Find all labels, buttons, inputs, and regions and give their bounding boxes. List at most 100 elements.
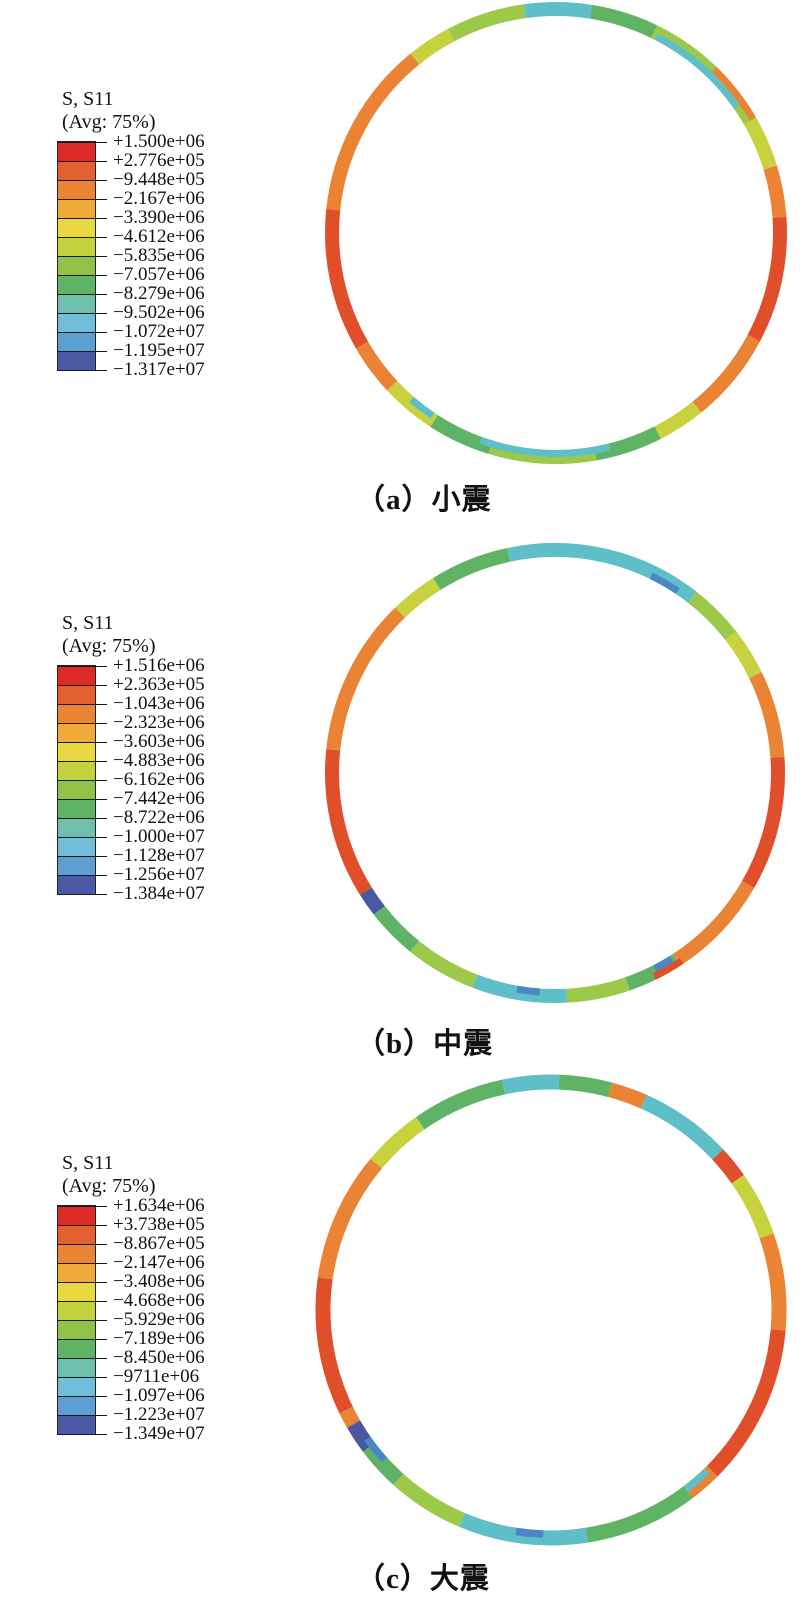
- ring-segment: [325, 208, 369, 349]
- ring-segment: [558, 1074, 612, 1098]
- ring-segment: [415, 1079, 506, 1130]
- legend-tick: [58, 1396, 107, 1397]
- legend-tick: [58, 666, 107, 667]
- legend-labels: +1.634e+06 +3.738e+05 −8.867e+05 −2.147e+06…: [58, 1195, 258, 1444]
- legend-color-cell: [58, 313, 95, 332]
- legend-subtitle: (Avg: 75%): [62, 635, 156, 657]
- legend-color-bar: [57, 1205, 96, 1435]
- legend-value-label: −1.128e+07: [113, 845, 205, 866]
- legend-value-label: −9.502e+06: [113, 302, 205, 323]
- ring-segment: [589, 4, 658, 39]
- ring-segment: [712, 1149, 744, 1184]
- legend-value-label: +1.516e+06: [113, 655, 205, 676]
- legend-tick: [58, 1282, 107, 1283]
- legend-value-label: −2.147e+06: [113, 1252, 205, 1273]
- legend-tick: [58, 1301, 107, 1302]
- legend-color-cell: [58, 180, 95, 199]
- legend-color-cell: [58, 1225, 95, 1244]
- legend-tick: [58, 161, 107, 162]
- legend-tick: [58, 1244, 107, 1245]
- legend-value-label: −1.000e+07: [113, 826, 205, 847]
- legend-color-cell: [58, 142, 95, 161]
- legend-color-cell: [58, 294, 95, 313]
- ring-segment: [653, 956, 674, 972]
- ring-segment: [652, 957, 684, 980]
- legend-value-label: −1.349e+07: [113, 1423, 205, 1444]
- legend-color-cell: [58, 1206, 95, 1225]
- legend-colorbar-wrap: +1.634e+06 +3.738e+05 −8.867e+05 −2.147e+06…: [57, 1195, 258, 1444]
- legend-tick: [58, 199, 107, 200]
- ring-segment: [759, 1233, 787, 1331]
- legend-color-cell: [58, 1377, 95, 1396]
- ring-segment: [711, 66, 757, 122]
- ring-segment: [362, 1442, 404, 1486]
- legend-tick: [58, 1358, 107, 1359]
- ring-segment: [749, 672, 785, 759]
- legend-value-label: −1.223e+07: [113, 1404, 205, 1425]
- ring-segment: [654, 401, 702, 439]
- ring-segment: [515, 1527, 544, 1538]
- ring-segment: [523, 2, 593, 19]
- legend-tick: [58, 780, 107, 781]
- legend-value-label: −3.390e+06: [113, 207, 205, 228]
- legend-color-cell: [58, 856, 95, 875]
- ring-segment: [364, 1436, 388, 1463]
- legend-color-bar: [57, 665, 96, 895]
- ring-segment: [479, 436, 611, 457]
- ring-segment: [315, 1277, 353, 1414]
- legend-tick: [58, 875, 107, 876]
- legend-value-label: −7.057e+06: [113, 264, 205, 285]
- ring-segment: [687, 591, 737, 641]
- legend-tick: [58, 218, 107, 219]
- legend-tick: [58, 313, 107, 314]
- legend-value-label: −1.317e+07: [113, 359, 205, 380]
- legend-tick: [58, 142, 107, 143]
- legend-tick: [58, 351, 107, 352]
- legend-value-label: −5.835e+06: [113, 245, 205, 266]
- legend-labels: +1.516e+06 +2.363e+05 −1.043e+06 −2.323e+06…: [58, 655, 258, 904]
- legend-color-cell: [58, 1282, 95, 1301]
- legend-color-cell: [58, 723, 95, 742]
- ring-segment: [763, 165, 787, 218]
- figure-caption-a: （a）小震: [356, 484, 492, 516]
- ring-segment: [410, 940, 478, 988]
- legend-color-cell: [58, 351, 95, 370]
- ring-segment: [731, 1174, 774, 1239]
- legend-title: S, S11: [62, 612, 114, 634]
- legend-tick: [58, 370, 107, 371]
- legend-color-cell: [58, 799, 95, 818]
- legend-value-label: +2.776e+05: [113, 150, 205, 171]
- legend-color-cell: [58, 1396, 95, 1415]
- ring-segment: [395, 577, 441, 618]
- ring-segment: [625, 954, 681, 991]
- ring-segment: [339, 1406, 361, 1428]
- legend-labels: +1.500e+06 +2.776e+05 −9.448e+05 −2.167e+06…: [58, 131, 258, 380]
- legend-value-label: −7.442e+06: [113, 788, 205, 809]
- legend-colorbar-wrap: +1.516e+06 +2.363e+05 −1.043e+06 −2.323e+06…: [57, 655, 258, 904]
- legend-value-label: −7.189e+06: [113, 1328, 205, 1349]
- legend-value-label: −4.612e+06: [113, 226, 205, 247]
- legend-tick: [58, 723, 107, 724]
- ring-segment: [326, 53, 420, 211]
- legend-subtitle: (Avg: 75%): [62, 111, 156, 133]
- legend-tick: [58, 761, 107, 762]
- ring-segment: [507, 543, 697, 603]
- legend-value-label: +1.500e+06: [113, 131, 205, 152]
- ring-segment: [355, 341, 398, 391]
- legend-tick: [58, 294, 107, 295]
- ring-segment: [725, 631, 762, 679]
- ring-segment: [410, 29, 455, 65]
- legend-value-label: −8.279e+06: [113, 283, 205, 304]
- legend-color-cell: [58, 837, 95, 856]
- legend-color-cell: [58, 1339, 95, 1358]
- legend-value-label: −4.883e+06: [113, 750, 205, 771]
- legend-value-label: +2.363e+05: [113, 674, 205, 695]
- figure-caption-c: （c）大震: [356, 1563, 490, 1595]
- ring-segment: [325, 748, 372, 895]
- legend-a: S, S11 (Avg: 75%) +1.500e+06 +2.776e+05 −9…: [57, 88, 258, 380]
- ring-segment: [649, 572, 680, 594]
- ring-segment: [747, 216, 787, 342]
- legend-color-cell: [58, 275, 95, 294]
- legend-tick: [58, 1415, 107, 1416]
